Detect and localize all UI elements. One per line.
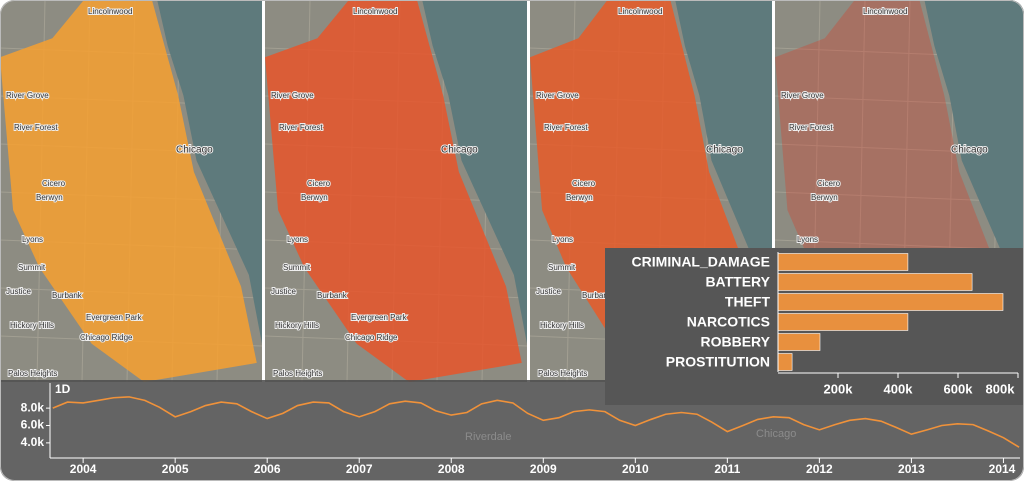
map-label: Berwyn	[36, 193, 63, 202]
background-label: Riverdale	[465, 431, 511, 443]
background-label: Chicago	[756, 428, 796, 440]
map-label: Justice	[536, 287, 561, 296]
map-label: Evergreen Park	[351, 313, 408, 322]
map-label: Lyons	[22, 235, 43, 244]
map-label: Lyons	[797, 235, 818, 244]
x-tick-label: 2010	[622, 462, 649, 476]
bar	[777, 253, 909, 271]
map-label: Chicago	[441, 145, 478, 156]
map-label: Lincolnwood	[863, 7, 907, 16]
map-label: River Grove	[536, 91, 579, 100]
map-label: Burbank	[582, 291, 613, 300]
map-label: River Grove	[271, 91, 314, 100]
map-label: Chicago Ridge	[80, 333, 133, 342]
bar	[777, 333, 821, 351]
lake	[157, 0, 262, 344]
chart-label: 1D	[55, 382, 71, 396]
map-label: Burbank	[317, 291, 348, 300]
bar-label: NARCOTICS	[687, 314, 770, 330]
map-label: Lincolnwood	[353, 7, 397, 16]
y-tick-label: 6.0k	[21, 418, 45, 432]
x-tick-label: 2006	[254, 462, 281, 476]
bar	[777, 273, 973, 291]
x-tick-label: 2008	[438, 462, 465, 476]
map-label: Berwyn	[301, 193, 328, 202]
x-tick-label: 2012	[806, 462, 833, 476]
x-tick-label: 200k	[824, 381, 854, 396]
map-label: Cicero	[572, 179, 596, 188]
map-label: Summit	[283, 263, 311, 272]
map-label: River Grove	[781, 91, 824, 100]
map-label: Justice	[271, 287, 296, 296]
x-tick-label: 2013	[898, 462, 925, 476]
bar-label: PROSTITUTION	[666, 354, 770, 370]
map-label: Chicago	[706, 145, 743, 156]
map-label: River Forest	[789, 123, 833, 132]
map-label: River Forest	[279, 123, 323, 132]
x-tick-label: 400k	[884, 381, 914, 396]
x-tick-label: 2007	[346, 462, 373, 476]
x-tick-label: 800k	[986, 381, 1016, 396]
bar-label: THEFT	[725, 294, 771, 310]
map-label: Summit	[18, 263, 46, 272]
bar	[777, 313, 909, 331]
map-panel: Lincolnwood River Grove River Forest Cicero…	[265, 0, 527, 382]
map-label: Cicero	[817, 179, 841, 188]
map-label: Chicago Ridge	[345, 333, 398, 342]
map-label: River Forest	[544, 123, 588, 132]
bar	[777, 293, 1004, 311]
map-label: Hickory Hills	[10, 321, 54, 330]
map-label: Summit	[548, 263, 576, 272]
heatmap	[265, 0, 522, 382]
map-label: Cicero	[42, 179, 66, 188]
lake	[422, 0, 527, 344]
map-label: Chicago	[176, 145, 213, 156]
x-tick-label: 2011	[714, 462, 740, 476]
map-label: River Forest	[14, 123, 58, 132]
x-tick-label: 2014	[989, 462, 1016, 476]
map-label: Berwyn	[566, 193, 593, 202]
y-tick-label: 4.0k	[21, 435, 45, 449]
map-label: River Grove	[6, 91, 49, 100]
map-label: Palos Heights	[273, 369, 322, 378]
map-label: Cicero	[307, 179, 331, 188]
map-label: Hickory Hills	[540, 321, 584, 330]
x-tick-label: 2004	[70, 462, 97, 476]
map-label: Justice	[6, 287, 31, 296]
map-label: Burbank	[52, 291, 83, 300]
map-panel: Lincolnwood River Grove River Forest Cicero…	[0, 0, 262, 382]
bar-label: ROBBERY	[701, 334, 771, 350]
map-label: Berwyn	[811, 193, 838, 202]
lake	[924, 0, 1024, 344]
map-label: Lyons	[287, 235, 308, 244]
map-label: Chicago	[951, 145, 988, 156]
map-label: Lyons	[552, 235, 573, 244]
map-label: Evergreen Park	[86, 313, 143, 322]
line	[52, 396, 1020, 448]
x-tick-label: 2009	[530, 462, 557, 476]
map-label: Palos Heights	[8, 369, 57, 378]
x-tick-label: 2005	[162, 462, 189, 476]
lake	[675, 0, 772, 344]
bar-label: CRIMINAL_DAMAGE	[632, 254, 770, 270]
y-tick-label: 8.0k	[21, 400, 45, 414]
x-tick-label: 600k	[944, 381, 974, 396]
map-label: Hickory Hills	[275, 321, 319, 330]
bar-label: BATTERY	[705, 274, 770, 290]
map-label: Palos Heights	[538, 369, 587, 378]
map-label: Lincolnwood	[618, 7, 662, 16]
heatmap	[0, 0, 257, 382]
bar	[777, 353, 793, 371]
map-label: Lincolnwood	[88, 7, 132, 16]
